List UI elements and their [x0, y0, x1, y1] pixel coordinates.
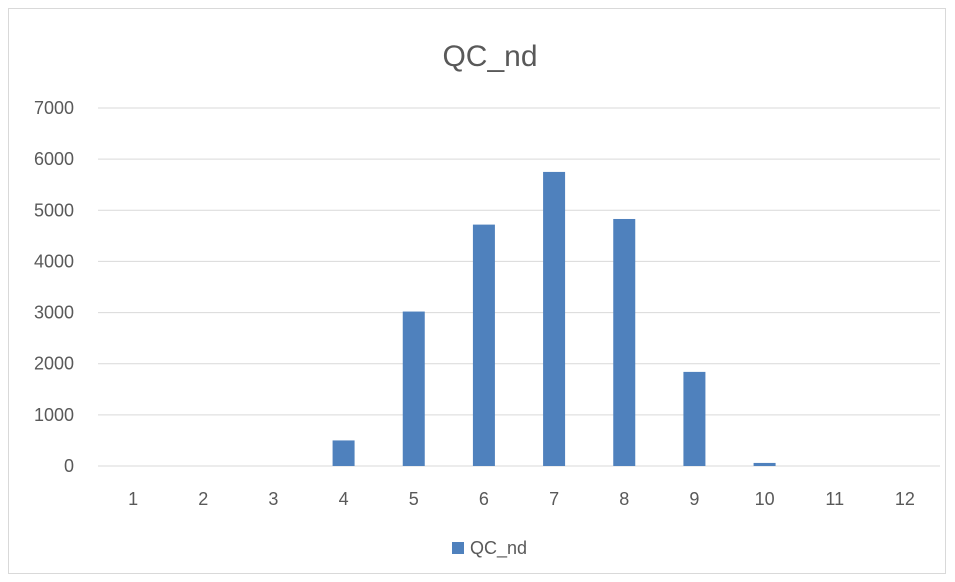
bar — [613, 218, 636, 466]
bar — [332, 440, 355, 466]
x-tick-label: 6 — [479, 489, 489, 509]
bar — [543, 171, 566, 466]
bar — [472, 224, 495, 466]
y-tick-label: 0 — [64, 456, 74, 476]
x-tick-label: 4 — [339, 489, 349, 509]
x-tick-label: 9 — [689, 489, 699, 509]
y-axis-ticks: 0 1000 2000 3000 4000 5000 6000 7000 — [34, 98, 74, 476]
y-tick-label: 2000 — [34, 354, 74, 374]
y-tick-label: 4000 — [34, 251, 74, 271]
legend: QC_nd — [452, 538, 527, 559]
legend-swatch — [452, 542, 464, 554]
gridlines — [98, 107, 940, 467]
y-tick-label: 7000 — [34, 98, 74, 118]
y-tick-label: 5000 — [34, 200, 74, 220]
legend-label: QC_nd — [470, 538, 527, 559]
x-tick-label: 3 — [268, 489, 278, 509]
x-tick-label: 11 — [825, 489, 844, 509]
y-tick-label: 1000 — [34, 405, 74, 425]
chart-title: QC_nd — [442, 40, 537, 73]
x-tick-label: 5 — [409, 489, 419, 509]
x-tick-label: 8 — [619, 489, 629, 509]
x-tick-label: 10 — [755, 489, 775, 509]
x-axis-ticks: 1 2 3 4 5 6 7 8 9 10 11 12 — [128, 489, 915, 509]
y-tick-label: 3000 — [34, 303, 74, 323]
bar — [683, 371, 706, 466]
bar — [402, 311, 425, 466]
x-tick-label: 1 — [128, 489, 138, 509]
x-tick-label: 7 — [549, 489, 559, 509]
bar — [753, 462, 776, 466]
y-tick-label: 6000 — [34, 149, 74, 169]
x-tick-label: 2 — [198, 489, 208, 509]
bar-series — [332, 171, 776, 466]
x-tick-label: 12 — [895, 489, 915, 509]
